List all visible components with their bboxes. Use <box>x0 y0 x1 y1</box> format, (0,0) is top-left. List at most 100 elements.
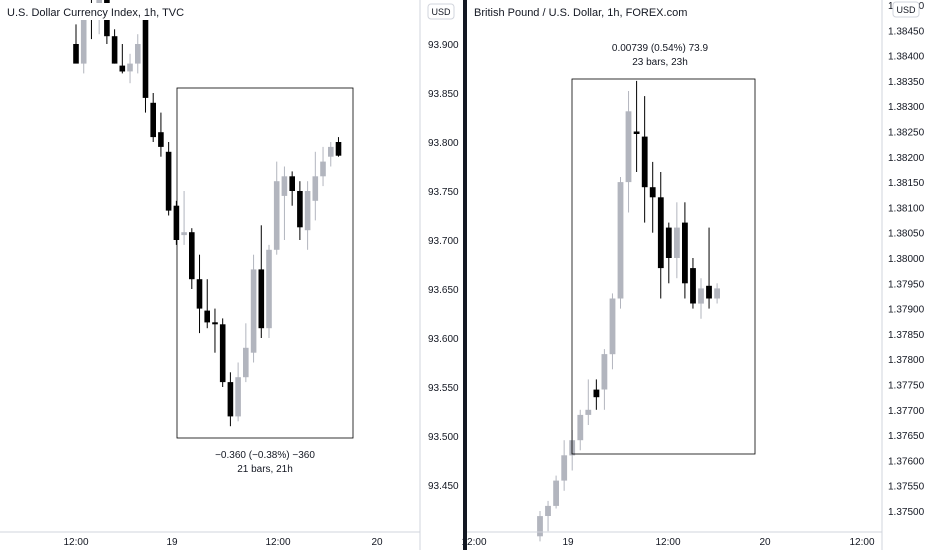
price-tick-label: 93.450 <box>428 481 459 492</box>
price-tick-label: 93.650 <box>428 285 459 296</box>
time-tick-label: 12:00 <box>265 537 290 548</box>
price-tick-label: 93.600 <box>428 334 459 345</box>
candle <box>258 225 265 338</box>
candle-body <box>682 222 688 284</box>
dxy-currency-label: USD <box>431 7 451 17</box>
candle-body <box>212 322 218 325</box>
candle-body <box>189 232 195 280</box>
candle-body <box>142 19 149 98</box>
price-tick-label: 1.38450 <box>888 26 925 37</box>
candle-body <box>227 382 234 417</box>
candle-body <box>674 227 680 258</box>
price-tick-label: 1.37650 <box>888 431 925 442</box>
candle-body <box>706 285 712 299</box>
candle <box>235 362 241 422</box>
price-tick-label: 93.900 <box>428 40 459 51</box>
candle-body <box>312 176 319 201</box>
candle-body <box>335 142 342 156</box>
candle <box>219 318 226 387</box>
candle <box>73 24 79 64</box>
candle-body <box>561 455 568 481</box>
candle <box>682 202 688 299</box>
gbpusd-chart: 1.385001.384501.384001.383501.383001.382… <box>461 0 925 550</box>
price-tick-label: 1.37550 <box>888 482 925 493</box>
candle <box>119 44 126 74</box>
gbpusd-price-ticks: 1.385001.384501.384001.383501.383001.382… <box>888 1 925 518</box>
price-tick-label: 1.37750 <box>888 381 925 392</box>
dxy-title-bg <box>4 3 172 20</box>
candle <box>173 200 180 245</box>
candle-body <box>665 227 672 258</box>
gbpusd-currency-badge[interactable] <box>892 1 920 18</box>
price-tick-label: 93.850 <box>428 89 459 100</box>
dxy-currency-badge[interactable] <box>427 3 455 20</box>
candle-body <box>150 102 156 138</box>
candle <box>227 372 234 427</box>
gbpusd-chart-title[interactable]: British Pound / U.S. Dollar, 1h, FOREX.c… <box>474 7 687 19</box>
candle-body <box>297 191 303 228</box>
candle <box>320 146 326 187</box>
candle-body <box>328 146 334 157</box>
candle-body <box>281 176 288 196</box>
candle <box>609 293 616 370</box>
candle-body <box>127 63 133 72</box>
dxy-price-ticks: 93.900 93.850 93.800 93.750 93.700 93.650 93.6… <box>428 40 459 492</box>
candle <box>80 14 87 74</box>
candle-body <box>617 182 624 299</box>
candle <box>593 379 600 410</box>
dxy-measure-box[interactable] <box>176 87 354 439</box>
candle <box>204 279 210 329</box>
candle-body <box>111 36 118 64</box>
candle <box>142 4 149 113</box>
dxy-candles <box>73 0 342 427</box>
candle-body <box>273 181 280 250</box>
candle <box>601 349 608 410</box>
candle <box>649 161 656 233</box>
price-tick-label: 1.37500 <box>888 507 925 518</box>
gbpusd-measure-box[interactable] <box>571 78 756 455</box>
candle-body <box>250 269 257 353</box>
price-tick-label: 1.37800 <box>888 355 925 366</box>
candle-body <box>641 136 648 188</box>
time-tick-label: 20 <box>371 537 383 548</box>
gbpusd-measure-change: 0.00739 (0.54%) 73.9 <box>612 43 709 54</box>
candle <box>706 227 712 309</box>
price-tick-label: 93.700 <box>428 236 459 247</box>
candle <box>181 191 187 245</box>
candle-body <box>633 131 640 134</box>
candle-body <box>243 347 249 378</box>
candle-body <box>320 161 326 177</box>
candle-body <box>625 111 632 183</box>
candle <box>304 181 311 250</box>
candle-body <box>258 269 265 329</box>
candle-body <box>173 205 180 240</box>
gbpusd-currency-label: USD <box>896 5 916 15</box>
candle <box>150 93 156 142</box>
price-tick-label: 93.500 <box>428 432 459 443</box>
time-tick-label: 12:00 <box>461 537 486 548</box>
candle-body <box>73 44 79 64</box>
gbpusd-measure-bars: 23 bars, 23h <box>632 57 688 68</box>
candle <box>335 137 342 157</box>
dxy-time-ticks: 12:00 19 12:00 20 <box>63 537 383 548</box>
price-tick-label: 1.37850 <box>888 330 925 341</box>
candle-body <box>158 132 164 147</box>
candle-body <box>593 389 600 398</box>
candle-body <box>135 44 141 64</box>
price-tick-label: 1.37700 <box>888 406 925 417</box>
candle-body <box>714 288 720 299</box>
candle-body <box>165 151 172 211</box>
candle-body <box>181 232 187 236</box>
candle <box>289 171 295 206</box>
price-tick-label: 1.37950 <box>888 279 925 290</box>
candle <box>243 323 249 383</box>
candle <box>625 91 632 213</box>
candle <box>665 222 672 284</box>
pane-divider[interactable] <box>463 0 467 550</box>
price-tick-label: 1.38250 <box>888 128 925 139</box>
candle <box>641 96 648 223</box>
dxy-chart-title[interactable]: U.S. Dollar Currency Index, 1h, TVC <box>7 7 184 19</box>
candle-body <box>690 268 696 304</box>
candle <box>273 161 280 255</box>
